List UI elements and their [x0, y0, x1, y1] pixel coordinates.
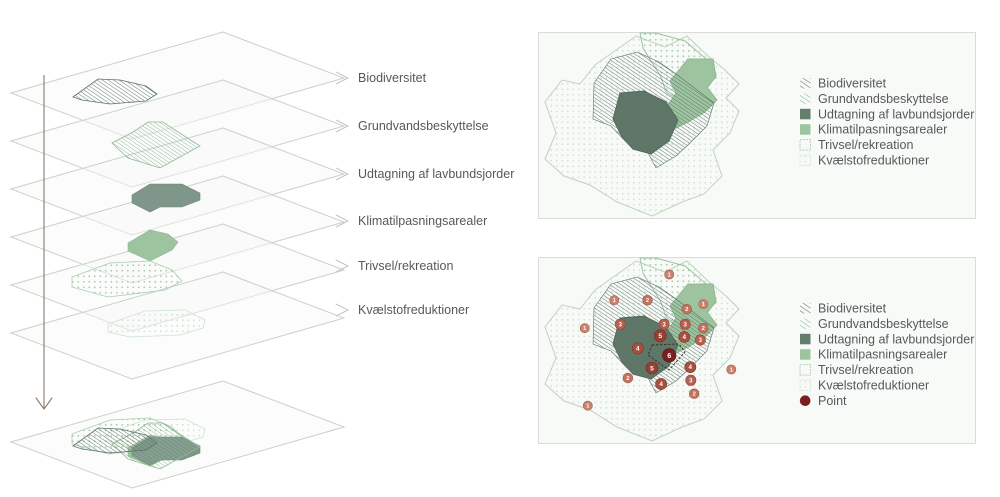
svg-text:2: 2	[702, 326, 705, 332]
svg-text:Klimatilpasningsarealer: Klimatilpasningsarealer	[358, 214, 487, 228]
svg-text:Udtagning af lavbundsjorder: Udtagning af lavbundsjorder	[818, 107, 974, 121]
svg-text:Trivsel/rekreation: Trivsel/rekreation	[818, 363, 913, 377]
svg-text:Klimatilpasningsarealer: Klimatilpasningsarealer	[818, 348, 947, 362]
svg-text:Biodiversitet: Biodiversitet	[818, 77, 887, 91]
svg-text:4: 4	[659, 381, 663, 388]
svg-text:Kvælstofreduktioner: Kvælstofreduktioner	[818, 379, 929, 393]
svg-text:5: 5	[658, 333, 662, 340]
svg-text:1: 1	[586, 404, 589, 410]
svg-text:Kvælstofreduktioner: Kvælstofreduktioner	[358, 303, 469, 317]
svg-text:1: 1	[583, 326, 586, 332]
svg-text:1: 1	[702, 302, 705, 308]
svg-text:Trivsel/rekreation: Trivsel/rekreation	[358, 259, 453, 273]
svg-text:Kvælstofreduktioner: Kvælstofreduktioner	[818, 154, 929, 168]
svg-text:Grundvandsbeskyttelse: Grundvandsbeskyttelse	[818, 92, 949, 106]
svg-text:Trivsel/rekreation: Trivsel/rekreation	[818, 138, 913, 152]
svg-text:2: 2	[626, 376, 629, 382]
svg-text:Udtagning af lavbundsjorder: Udtagning af lavbundsjorder	[818, 332, 974, 346]
svg-text:2: 2	[685, 307, 688, 313]
svg-text:4: 4	[683, 334, 687, 341]
svg-text:1: 1	[730, 367, 733, 373]
svg-text:Grundvandsbeskyttelse: Grundvandsbeskyttelse	[358, 119, 489, 133]
svg-text:5: 5	[650, 365, 654, 372]
svg-text:Klimatilpasningsarealer: Klimatilpasningsarealer	[818, 123, 947, 137]
svg-text:2: 2	[646, 298, 649, 304]
svg-text:Biodiversitet: Biodiversitet	[818, 302, 887, 316]
svg-text:1: 1	[613, 298, 616, 304]
svg-text:Udtagning af lavbundsjorder: Udtagning af lavbundsjorder	[358, 167, 514, 181]
svg-text:4: 4	[689, 364, 693, 371]
svg-text:4: 4	[636, 346, 640, 353]
svg-text:Grundvandsbeskyttelse: Grundvandsbeskyttelse	[818, 317, 949, 331]
svg-text:6: 6	[667, 351, 671, 360]
svg-text:Point: Point	[818, 394, 847, 408]
svg-text:2: 2	[693, 392, 696, 398]
svg-text:Biodiversitet: Biodiversitet	[358, 71, 427, 85]
svg-text:1: 1	[668, 272, 671, 278]
